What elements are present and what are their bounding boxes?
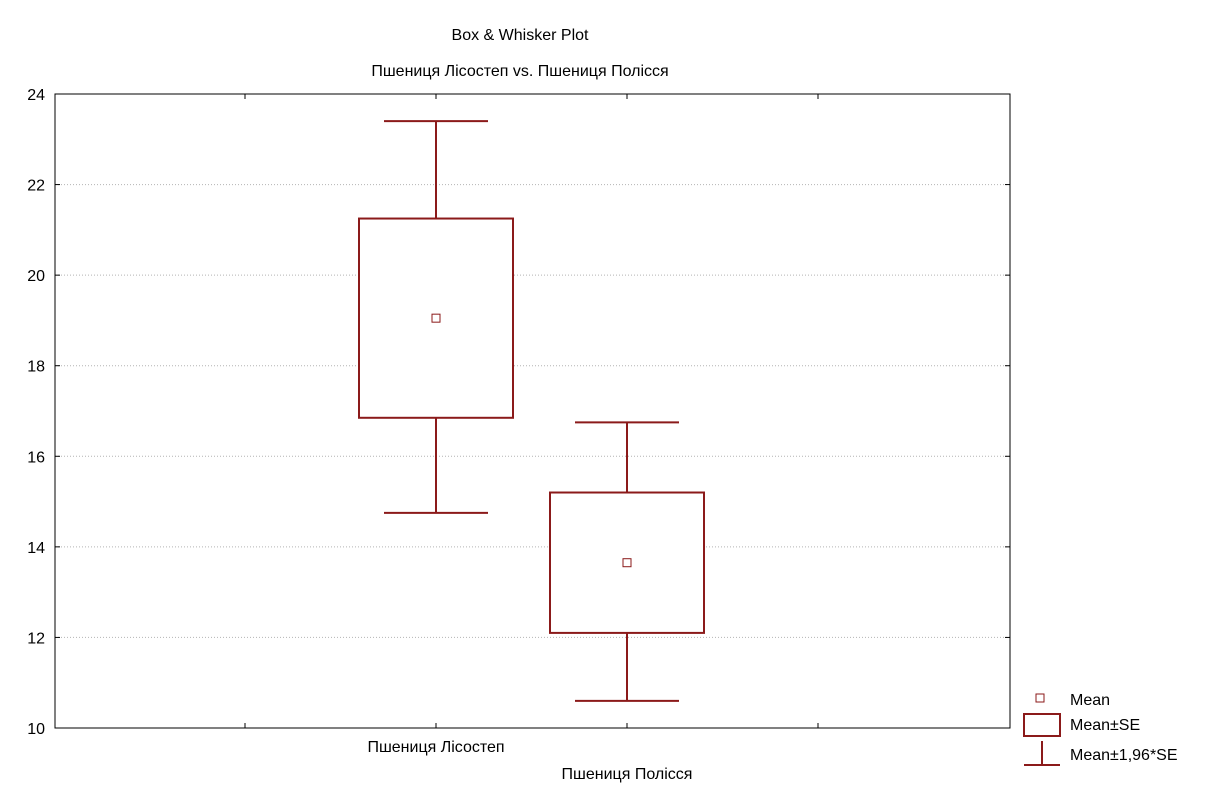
legend-label-se: Mean±SE xyxy=(1070,717,1140,734)
y-tick-label: 16 xyxy=(27,449,45,466)
y-tick-label: 18 xyxy=(27,359,45,376)
legend-label-ci: Mean±1,96*SE xyxy=(1070,747,1178,764)
plot-frame xyxy=(54,93,1011,729)
y-tick-label: 10 xyxy=(27,721,45,738)
y-tick-label: 24 xyxy=(27,87,45,104)
mean-marker xyxy=(622,558,632,568)
legend: Mean Mean±SE Mean±1,96*SE xyxy=(1023,692,1178,766)
y-tick-label: 12 xyxy=(27,630,45,647)
x-category-label: Пшениця Лісостеп xyxy=(367,739,504,756)
box-group xyxy=(358,120,514,514)
y-tick-label: 20 xyxy=(27,268,45,285)
legend-label-mean: Mean xyxy=(1070,692,1110,709)
box-group xyxy=(549,421,705,702)
chart-subtitle: Пшениця Лісостеп vs. Пшениця Полісся xyxy=(371,63,668,80)
legend-se-icon xyxy=(1023,713,1061,737)
chart-title: Box & Whisker Plot xyxy=(452,27,589,44)
y-tick-label: 14 xyxy=(27,540,45,557)
y-tick-label: 22 xyxy=(27,178,45,195)
legend-mean-icon xyxy=(1035,693,1045,703)
mean-marker xyxy=(431,313,441,323)
plot-area xyxy=(358,120,705,702)
x-category-label: Пшениця Полісся xyxy=(562,766,693,783)
axes: 10 12 14 16 18 20 22 24 Пшениця Лісостеп Пшениця … xyxy=(27,87,1011,783)
gridlines xyxy=(55,184,1010,638)
